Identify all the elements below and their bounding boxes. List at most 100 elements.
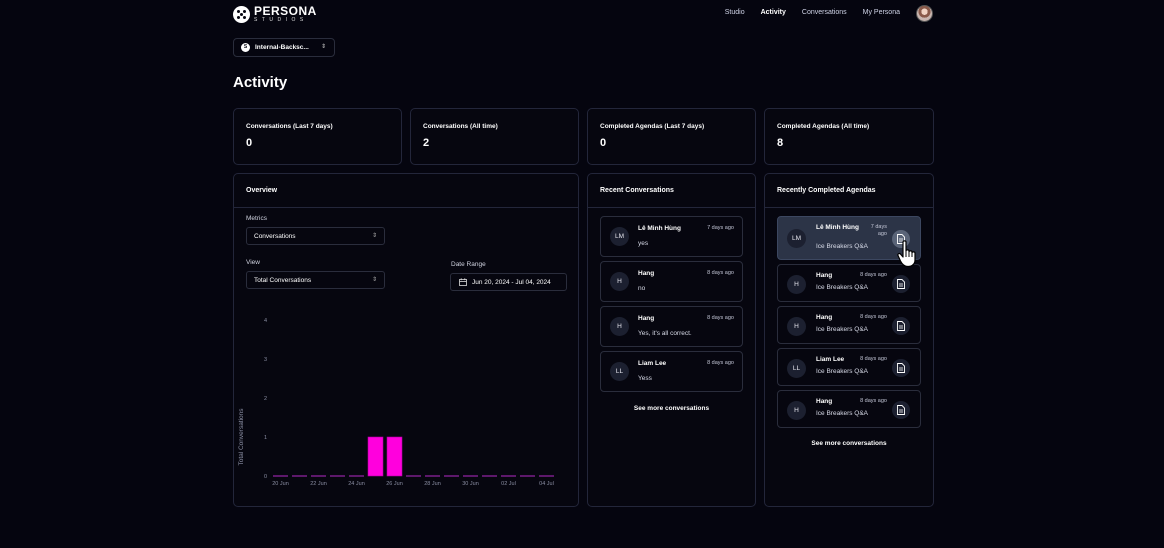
y-tick-label: 0 (264, 474, 267, 480)
x-tick-label: 04 Jul (539, 481, 554, 487)
agenda-user-name: Hang (816, 398, 833, 405)
agenda-item[interactable]: H Hang 8 days ago Ice Breakers Q&A (777, 390, 921, 428)
agenda-user-name: Hang (816, 272, 833, 279)
date-range-value: Jun 20, 2024 - Jul 04, 2024 (472, 279, 551, 286)
recent-conversations-panel: Recent Conversations LM Lê Minh Hùng 7 d… (587, 173, 756, 507)
stat-card-conversations-all: Conversations (All time) 2 (410, 108, 579, 165)
recent-agendas-title: Recently Completed Agendas (765, 174, 933, 208)
logo-icon (233, 5, 250, 23)
chevron-updown-icon: ⇕ (320, 44, 326, 50)
nav-activity[interactable]: Activity (760, 9, 786, 16)
avatar: LL (610, 362, 629, 381)
view-select-value: Total Conversations (254, 277, 312, 284)
recent-agendas-panel: Recently Completed Agendas LM Lê Minh Hù… (764, 173, 934, 507)
document-icon (897, 321, 905, 331)
conversation-time: 8 days ago (707, 360, 734, 366)
conversation-item[interactable]: LL Liam Lee 8 days ago Yess (600, 351, 743, 392)
x-tick-label: 24 Jun (348, 481, 365, 487)
stat-value: 8 (777, 137, 784, 149)
overview-panel: Overview Metrics Conversations ⇕ View To… (233, 173, 579, 507)
stat-label: Completed Agendas (Last 7 days) (600, 123, 705, 130)
workspace-name: Internal-Backsc... (255, 44, 309, 51)
avatar: LM (610, 227, 629, 246)
persona-logo[interactable]: PERSONA STUDIOS (233, 5, 317, 23)
chevron-updown-icon: ⇕ (371, 277, 377, 283)
agenda-item[interactable]: H Hang 8 days ago Ice Breakers Q&A (777, 306, 921, 344)
agenda-user-name: Liam Lee (816, 356, 845, 363)
nav-conversations[interactable]: Conversations (801, 9, 847, 16)
document-icon (897, 279, 905, 289)
view-label: View (246, 259, 260, 266)
agenda-time: 8 days ago (860, 272, 887, 278)
stat-card-agendas-all: Completed Agendas (All time) 8 (764, 108, 934, 165)
metrics-label: Metrics (246, 215, 267, 222)
view-agenda-button[interactable] (892, 401, 910, 419)
y-tick-label: 2 (264, 396, 267, 402)
view-agenda-button[interactable] (892, 359, 910, 377)
avatar: H (787, 401, 806, 420)
conversation-message: yes (638, 240, 649, 247)
conversation-item[interactable]: H Hang 8 days ago no (600, 261, 743, 302)
logo-subtitle: STUDIOS (254, 17, 308, 23)
agenda-time: 8 days ago (860, 398, 887, 404)
nav-my-persona[interactable]: My Persona (862, 9, 900, 16)
conversation-message: Yess (638, 375, 652, 382)
view-agenda-button[interactable] (892, 317, 910, 335)
conversation-time: 7 days ago (707, 225, 734, 231)
see-more-conversations-link[interactable]: See more conversations (633, 405, 710, 412)
y-tick-label: 1 (264, 435, 267, 441)
agenda-item[interactable]: H Hang 8 days ago Ice Breakers Q&A (777, 264, 921, 302)
agenda-title: Ice Breakers Q&A (816, 368, 869, 375)
date-range-picker[interactable]: Jun 20, 2024 - Jul 04, 2024 (450, 273, 567, 291)
conversation-time: 8 days ago (707, 315, 734, 321)
agenda-title: Ice Breakers Q&A (816, 284, 869, 291)
y-tick-label: 4 (264, 318, 267, 324)
conversation-message: no (638, 285, 646, 292)
x-tick-label: 02 Jul (501, 481, 516, 487)
page-title: Activity (233, 74, 288, 91)
agenda-item[interactable]: LM Lê Minh Hùng 7 days ago Ice Breakers … (777, 216, 921, 260)
stat-value: 0 (600, 137, 607, 149)
view-select[interactable]: Total Conversations ⇕ (246, 271, 385, 289)
conversation-message: Yes, it's all correct. (638, 330, 692, 337)
y-tick-label: 3 (264, 357, 267, 363)
chart-bar-25-jun[interactable] (367, 436, 384, 477)
conversation-name: Lê Minh Hùng (638, 225, 681, 232)
conversation-item[interactable]: LM Lê Minh Hùng 7 days ago yes (600, 216, 743, 257)
x-tick-label: 26 Jun (386, 481, 403, 487)
view-agenda-button[interactable] (892, 275, 910, 293)
hand-cursor-icon (897, 240, 916, 268)
logo-title: PERSONA (254, 4, 317, 18)
main-nav: Studio Activity Conversations My Persona (709, 9, 900, 16)
avatar: LM (787, 229, 806, 248)
x-tick-label: 30 Jun (462, 481, 479, 487)
stat-label: Conversations (All time) (423, 123, 498, 130)
x-tick-label: 28 Jun (424, 481, 441, 487)
chevron-updown-icon: ⇕ (371, 233, 377, 239)
workspace-selector[interactable]: S Internal-Backsc... ⇕ (233, 38, 335, 57)
conversation-item[interactable]: H Hang 8 days ago Yes, it's all correct. (600, 306, 743, 347)
conversation-name: Hang (638, 270, 655, 277)
nav-studio[interactable]: Studio (724, 9, 745, 16)
document-icon (897, 405, 905, 415)
agenda-item[interactable]: LL Liam Lee 8 days ago Ice Breakers Q&A (777, 348, 921, 386)
chart-bar-26-jun[interactable] (386, 436, 403, 477)
agenda-user-name: Lê Minh Hùng (816, 224, 859, 231)
stat-card-agendas-7d: Completed Agendas (Last 7 days) 0 (587, 108, 756, 165)
avatar: LL (787, 359, 806, 378)
agenda-title: Ice Breakers Q&A (816, 410, 869, 417)
metrics-select[interactable]: Conversations ⇕ (246, 227, 385, 245)
avatar: H (610, 317, 629, 336)
stat-label: Conversations (Last 7 days) (246, 123, 333, 130)
stat-label: Completed Agendas (All time) (777, 123, 870, 130)
conversations-chart: 0 1 2 3 4 20 Jun 22 Jun 24 Jun 26 Jun 28 Jun 30 J… (238, 318, 554, 487)
user-avatar[interactable] (916, 5, 933, 22)
conversation-name: Hang (638, 315, 655, 322)
date-range-label: Date Range (451, 261, 486, 268)
x-tick-label: 22 Jun (310, 481, 327, 487)
agenda-time: 8 days ago (860, 314, 887, 320)
see-more-agendas-link[interactable]: See more conversations (811, 440, 887, 447)
calendar-icon (459, 278, 467, 286)
recent-conversations-title: Recent Conversations (588, 174, 755, 208)
agenda-title: Ice Breakers Q&A (816, 243, 869, 250)
